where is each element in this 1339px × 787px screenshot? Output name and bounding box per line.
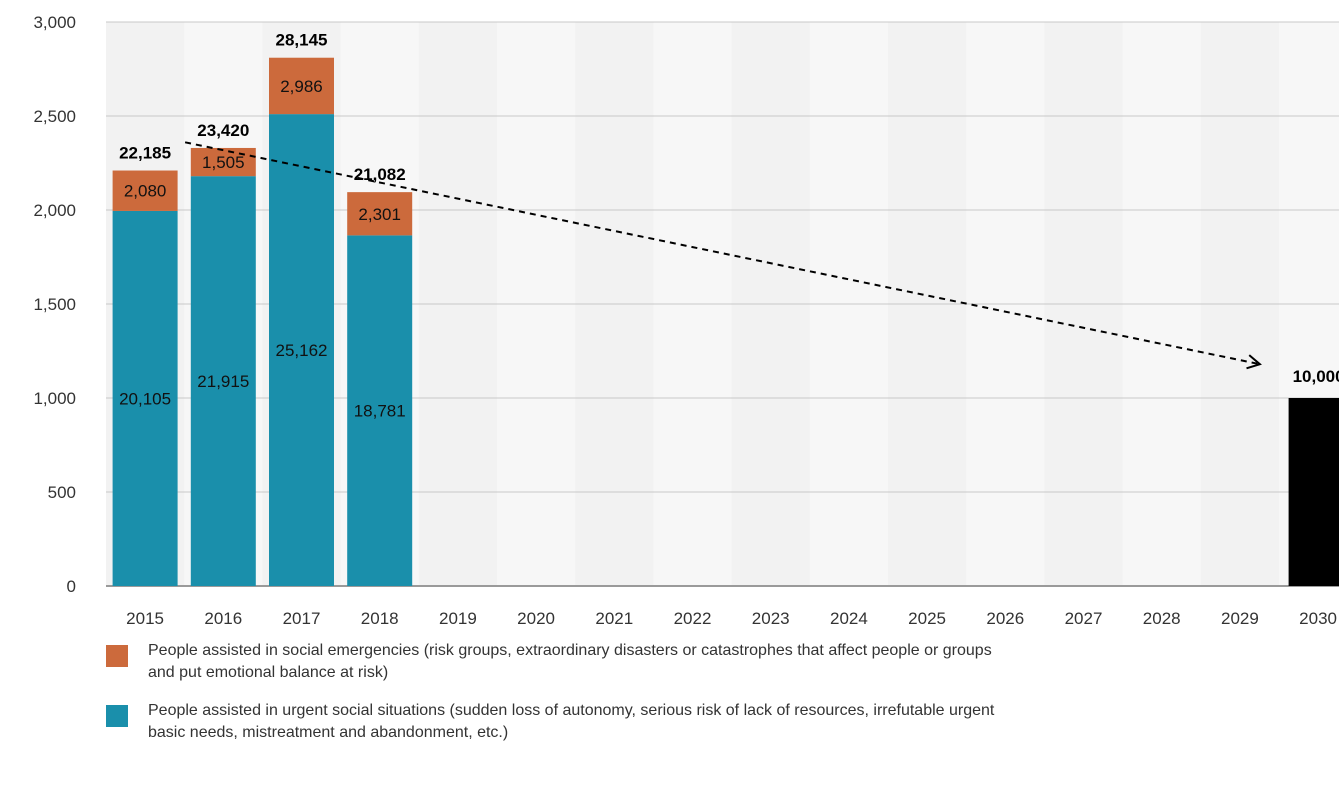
x-tick-2020: 2020 <box>517 609 555 628</box>
x-tick-2019: 2019 <box>439 609 477 628</box>
legend-label-urgent: People assisted in urgent social situati… <box>148 702 995 741</box>
bar-urgent-2017 <box>269 114 334 587</box>
x-tick-2027: 2027 <box>1065 609 1103 628</box>
x-tick-2029: 2029 <box>1221 609 1259 628</box>
bar-emergency-2015 <box>112 170 178 211</box>
trend-line <box>184 141 1261 366</box>
y-tick-3000: 3,000 <box>33 13 76 32</box>
label-total-2015: 22,185 <box>119 144 171 163</box>
legend-item-emergencies: People assisted in social emergencies (r… <box>106 640 1006 684</box>
x-tick-2026: 2026 <box>986 609 1024 628</box>
x-tick-2022: 2022 <box>674 609 712 628</box>
bar-urgent-2015 <box>112 210 178 586</box>
x-tick-2028: 2028 <box>1143 609 1181 628</box>
legend-label-emergencies: People assisted in social emergencies (r… <box>148 642 992 681</box>
label-urgent-2017: 25,162 <box>276 341 328 360</box>
legend: People assisted in social emergencies (r… <box>106 640 1006 760</box>
y-tick-0: 0 <box>67 577 76 596</box>
bar-urgent-2018 <box>347 235 413 586</box>
y-tick-2000: 2,000 <box>33 201 76 220</box>
bar-target-2030 <box>1288 398 1339 586</box>
y-tick-500: 500 <box>48 483 76 502</box>
y-axis: 0 500 1,000 1,500 2,000 2,500 3,000 <box>33 13 76 596</box>
x-tick-2023: 2023 <box>752 609 790 628</box>
label-urgent-2018: 18,781 <box>354 402 406 421</box>
x-tick-2021: 2021 <box>595 609 633 628</box>
bars <box>112 57 1339 587</box>
label-total-2017: 28,145 <box>276 31 328 50</box>
data-labels: 20,105 2,080 22,185 21,915 1,505 23,420 25,162… <box>119 31 1339 421</box>
label-emergency-2016: 1,505 <box>202 153 245 172</box>
x-tick-2025: 2025 <box>908 609 946 628</box>
label-emergency-2015: 2,080 <box>124 182 167 201</box>
trend-arrow <box>184 141 1262 370</box>
label-target-2030: 10,000 <box>1293 367 1339 386</box>
x-tick-2017: 2017 <box>283 609 321 628</box>
bar-emergency-2018 <box>347 192 413 236</box>
label-total-2018: 21,082 <box>354 165 406 184</box>
bar-emergency-2017 <box>269 57 334 115</box>
trend-arrowhead <box>1246 354 1262 370</box>
label-urgent-2015: 20,105 <box>119 389 171 408</box>
legend-swatch-emergencies <box>106 645 128 667</box>
bar-urgent-2016 <box>190 176 256 586</box>
x-tick-2016: 2016 <box>204 609 242 628</box>
x-tick-2030: 2030 <box>1299 609 1337 628</box>
y-tick-1000: 1,000 <box>33 389 76 408</box>
x-tick-2018: 2018 <box>361 609 399 628</box>
legend-item-urgent: People assisted in urgent social situati… <box>106 700 1006 744</box>
y-tick-2500: 2,500 <box>33 107 76 126</box>
label-urgent-2016: 21,915 <box>197 372 249 391</box>
x-axis: 2015 2016 2017 2018 2019 2020 2021 2022 2023 2024… <box>126 609 1337 628</box>
x-tick-2024: 2024 <box>830 609 868 628</box>
x-tick-2015: 2015 <box>126 609 164 628</box>
label-emergency-2018: 2,301 <box>358 205 401 224</box>
legend-swatch-urgent <box>106 705 128 727</box>
label-emergency-2017: 2,986 <box>280 77 323 96</box>
bar-emergency-2016 <box>190 147 256 177</box>
y-tick-1500: 1,500 <box>33 295 76 314</box>
label-total-2016: 23,420 <box>197 121 249 140</box>
